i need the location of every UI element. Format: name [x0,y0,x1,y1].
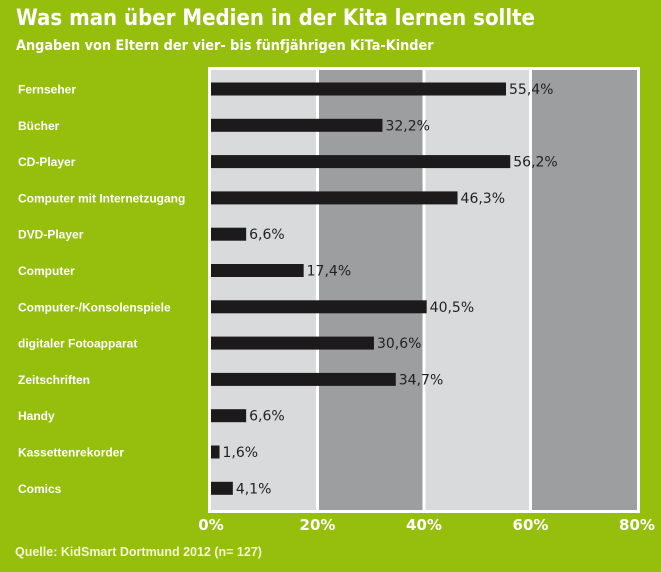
bar [211,264,304,277]
value-label: 55,4% [509,82,553,98]
x-tick-label: 20% [300,516,336,534]
value-label: 46,3% [461,191,505,207]
band-0-20 [211,70,316,510]
bar [211,300,427,314]
value-label: 34,7% [399,372,443,388]
value-label: 40,5% [430,300,474,316]
value-label: 4,1% [236,481,272,497]
x-tick-label: 0% [198,516,223,534]
band-60-80 [532,70,637,510]
bars [211,82,511,495]
bar [211,409,247,423]
category-label: Zeitschriften [18,373,90,387]
chart-title: Was man über Medien in der Kita lernen s… [16,6,535,31]
x-tick-label: 40% [406,516,442,534]
bar [211,191,458,205]
category-labels: Fernseher Bücher CD-Player Computer mit Int… [18,83,185,496]
category-label: Kassettenrekorder [18,446,124,460]
category-label: Bücher [18,119,60,133]
value-label: 30,6% [377,336,421,352]
value-label: 56,2% [513,155,557,171]
bar [211,227,247,241]
x-tick-label: 60% [513,516,549,534]
category-label: Computer mit Internetzugang [18,191,185,205]
value-label: 1,6% [223,445,259,461]
bar [211,336,374,350]
bar [211,372,396,386]
chart-bands [211,70,637,510]
value-label: 32,2% [385,118,429,134]
band-20-40 [319,70,423,510]
value-label: 17,4% [307,264,351,280]
category-label: Computer-/Konsolenspiele [18,300,171,314]
bar [211,155,511,169]
category-label: DVD-Player [18,228,84,242]
value-label: 6,6% [249,409,285,425]
value-labels: 55,4% 32,2% 56,2% 46,3% 6,6% 17,4% 40,5% 30,6% 3… [223,82,558,497]
value-label: 6,6% [249,227,285,243]
x-tick-label: 80% [619,516,655,534]
source-note: Quelle: KidSmart Dortmund 2012 (n= 127) [15,545,262,559]
category-label: Handy [18,409,55,423]
band-40-60 [425,70,529,510]
bar [211,445,220,459]
category-label: Fernseher [18,83,76,97]
x-axis-ticks: 0% 20% 40% 60% 80% [198,516,655,534]
bar [211,118,383,132]
category-label: Comics [18,482,62,496]
chart-subtitle: Angaben von Eltern der vier- bis fünfjäh… [16,38,434,54]
category-label: CD-Player [18,155,76,169]
bar [211,82,507,96]
bar [211,481,233,495]
category-label: digitaler Fotoapparat [18,337,137,351]
category-label: Computer [18,264,75,278]
